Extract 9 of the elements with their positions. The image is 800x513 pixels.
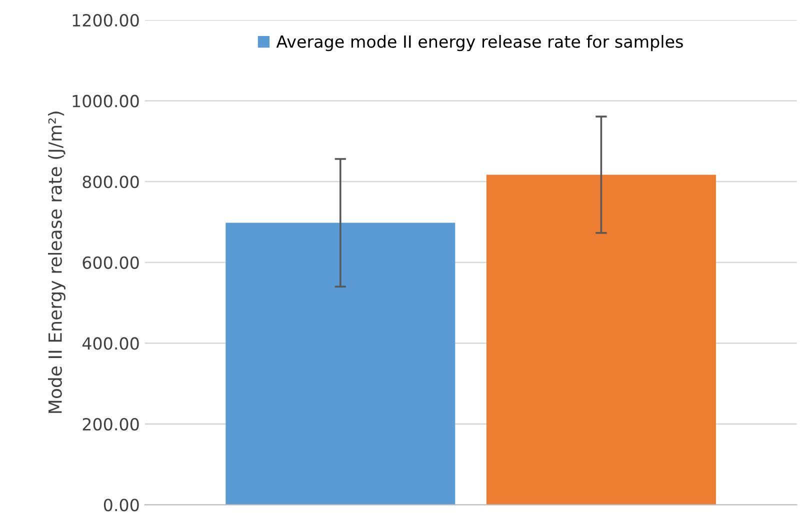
legend-label: Average mode II energy release rate for samples: [276, 35, 683, 52]
y-tick-label: 400.00: [82, 337, 139, 350]
y-tick-label: 0.00: [104, 498, 139, 512]
y-tick-label: 1200.00: [72, 14, 139, 27]
y-tick-label: 1000.00: [72, 94, 139, 108]
y-axis-title: Mode II Energy release rate (J/m²): [48, 112, 66, 413]
y-tick-label: 600.00: [82, 256, 139, 269]
y-tick-label: 200.00: [82, 418, 139, 431]
y-tick-label: 800.00: [82, 176, 139, 188]
